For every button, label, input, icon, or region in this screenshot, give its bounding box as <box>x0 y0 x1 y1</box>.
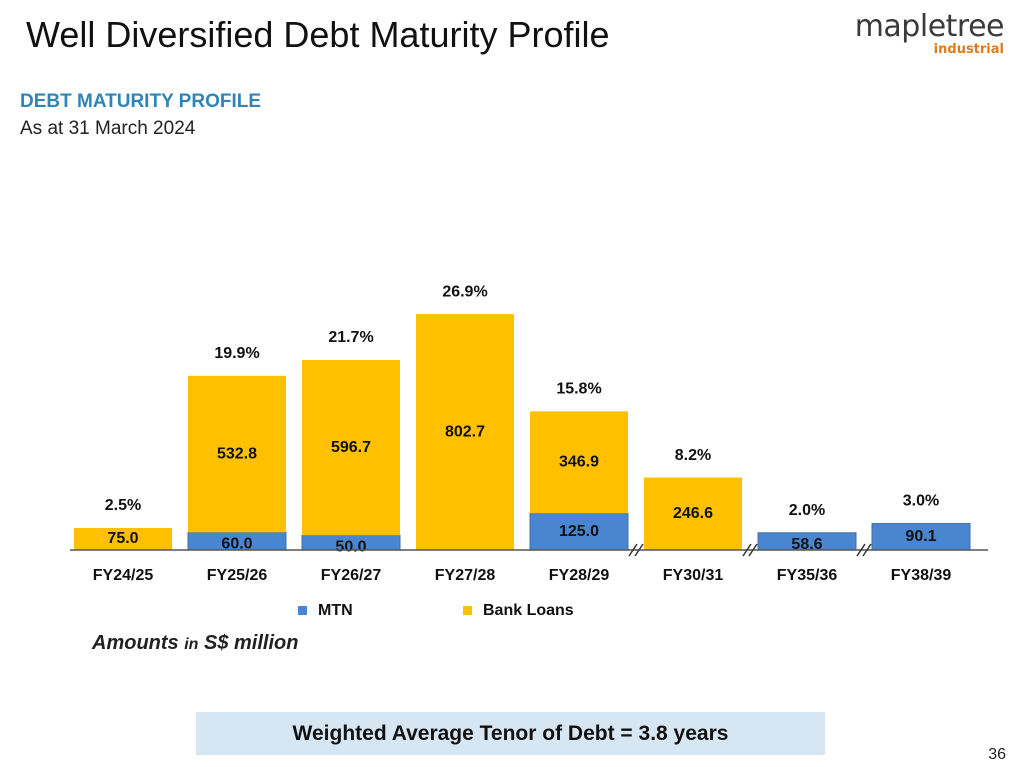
data-label-mtn: 125.0 <box>559 523 599 540</box>
percentage-label: 26.9% <box>442 283 487 300</box>
amounts-unit: S$ million <box>198 632 299 654</box>
x-tick-label: FY25/26 <box>207 567 268 584</box>
bar-mtn <box>871 523 971 551</box>
amounts-prefix: Amounts <box>92 632 185 654</box>
data-label-mtn: 60.0 <box>221 536 252 553</box>
as-at-date: As at 31 March 2024 <box>20 118 196 139</box>
legend-label: Bank Loans <box>483 602 574 619</box>
axis-break-mark <box>634 543 644 557</box>
percentage-label: 3.0% <box>903 493 939 510</box>
bar-bank-loans <box>644 477 742 550</box>
data-label-bank-loans: 75.0 <box>107 530 138 547</box>
legend-swatch <box>463 606 472 615</box>
slide-title: Well Diversified Debt Maturity Profile <box>26 14 610 55</box>
bar-bank-loans <box>416 314 514 550</box>
data-label-bank-loans: 246.6 <box>673 505 713 522</box>
axis-break-mark <box>742 543 752 557</box>
legend-swatch <box>298 606 307 615</box>
legend-label: MTN <box>318 602 353 619</box>
percentage-label: 15.8% <box>556 381 601 398</box>
data-label-mtn: 58.6 <box>791 536 822 553</box>
x-tick-label: FY26/27 <box>321 567 382 584</box>
percentage-label: 8.2% <box>675 447 711 464</box>
data-label-bank-loans: 532.8 <box>217 445 257 462</box>
axis-break-mark <box>856 543 866 557</box>
x-tick-label: FY35/36 <box>777 567 838 584</box>
percentage-label: 2.5% <box>105 497 141 514</box>
logo-subtitle: industrial <box>933 42 1004 57</box>
bar-bank-loans <box>188 375 286 533</box>
section-heading: DEBT MATURITY PROFILE <box>20 91 262 112</box>
page-number: 36 <box>988 746 1006 763</box>
x-tick-label: FY28/29 <box>549 567 610 584</box>
data-label-bank-loans: 346.9 <box>559 454 599 471</box>
bar-bank-loans <box>74 527 172 550</box>
axis-break-mark <box>628 543 638 557</box>
axis-break-mark <box>862 543 872 557</box>
data-label-mtn: 50.0 <box>335 539 366 556</box>
x-tick-label: FY38/39 <box>891 567 952 584</box>
x-tick-label: FY27/28 <box>435 567 496 584</box>
logo-wordmark: mapletree <box>854 9 1005 44</box>
debt-maturity-chart: 75.0 2.5% FY24/25 60.0 532.8 19.9% FY25/26 50.0… <box>70 283 988 619</box>
data-label-bank-loans: 802.7 <box>445 423 485 440</box>
data-label-bank-loans: 596.7 <box>331 439 371 456</box>
weighted-average-tenor-box: Weighted Average Tenor of Debt = 3.8 yea… <box>196 712 825 755</box>
percentage-label: 21.7% <box>328 329 373 346</box>
axis-break-mark <box>748 543 758 557</box>
bar-bank-loans <box>302 359 400 536</box>
x-tick-label: FY24/25 <box>93 567 154 584</box>
percentage-label: 2.0% <box>789 502 825 519</box>
amounts-in: in <box>184 636 199 653</box>
data-label-mtn: 90.1 <box>905 528 936 545</box>
amounts-unit-note: Amounts in S$ million <box>92 632 298 655</box>
bar-bank-loans <box>530 411 628 514</box>
x-tick-label: FY30/31 <box>663 567 724 584</box>
mapletree-industrial-logo: mapletree industrial <box>844 9 1005 58</box>
percentage-label: 19.9% <box>214 345 259 362</box>
